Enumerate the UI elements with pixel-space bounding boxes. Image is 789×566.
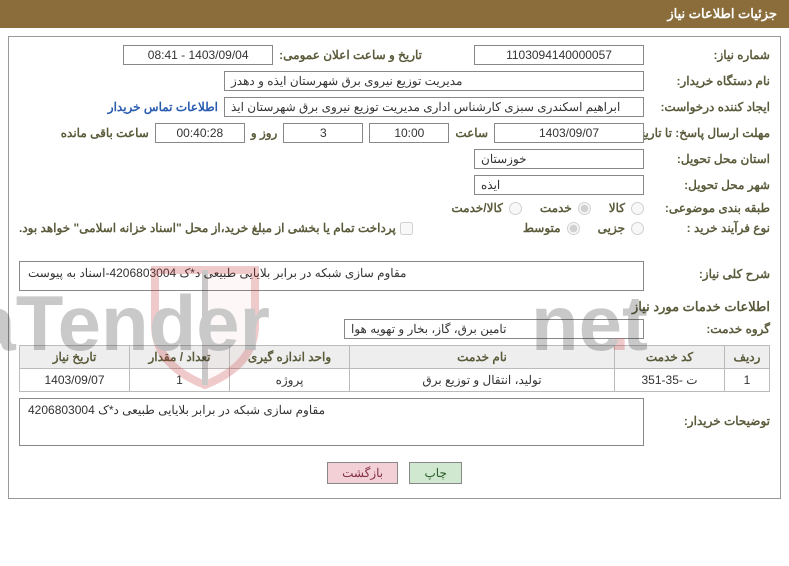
print-button[interactable]: چاپ (409, 462, 461, 484)
radio-service[interactable] (578, 202, 591, 215)
payment-checkbox-wrap: پرداخت تمام یا بخشی از مبلغ خرید،از محل … (19, 221, 413, 235)
row-service-group: گروه خدمت: تامین برق، گاز، بخار و تهویه … (19, 319, 770, 339)
button-row: چاپ بازگشت (19, 452, 770, 498)
payment-checkbox[interactable] (400, 222, 413, 235)
remaining-label: ساعت باقی مانده (61, 126, 149, 140)
announce-field: 1403/09/04 - 08:41 (123, 45, 273, 65)
days-and-label: روز و (251, 126, 278, 140)
row-city: شهر محل تحویل: ایذه (19, 175, 770, 195)
radio-medium[interactable] (567, 222, 580, 235)
category-label: طبقه بندی موضوعی: (650, 201, 770, 215)
td-unit: پروژه (230, 369, 350, 392)
radio-goods-service[interactable] (509, 202, 522, 215)
buyer-org-label: نام دستگاه خریدار: (650, 74, 770, 88)
buyer-notes-label: توضیحات خریدار: (650, 398, 770, 428)
buyer-org-field: مدیریت توزیع نیروی برق شهرستان ایذه و ده… (224, 71, 644, 91)
radio-goods-label: کالا (609, 201, 625, 215)
radio-service-label: خدمت (540, 201, 572, 215)
td-date: 1403/09/07 (20, 369, 130, 392)
deadline-time-field: 10:00 (369, 123, 449, 143)
th-unit: واحد اندازه گیری (230, 346, 350, 369)
page-header: جزئیات اطلاعات نیاز (0, 0, 789, 28)
th-qty: تعداد / مقدار (130, 346, 230, 369)
service-group-label: گروه خدمت: (650, 322, 770, 336)
th-row: ردیف (725, 346, 770, 369)
city-label: شهر محل تحویل: (650, 178, 770, 192)
row-requester: ایجاد کننده درخواست: ابراهیم اسکندری سبز… (19, 97, 770, 117)
requester-label: ایجاد کننده درخواست: (650, 100, 770, 114)
row-deadline: مهلت ارسال پاسخ: تا تاریخ: 1403/09/07 سا… (19, 123, 770, 143)
th-code: کد خدمت (615, 346, 725, 369)
row-process: نوع فرآیند خرید : جزیی متوسط پرداخت تمام… (19, 221, 770, 235)
table-row: 1 ت -35-351 تولید، انتقال و توزیع برق پر… (20, 369, 770, 392)
process-label: نوع فرآیند خرید : (650, 221, 770, 235)
payment-note: پرداخت تمام یا بخشی از مبلغ خرید،از محل … (19, 221, 396, 235)
process-radio-group: جزیی متوسط (509, 221, 644, 235)
details-panel: شماره نیاز: 1103094140000057 تاریخ و ساع… (8, 36, 781, 499)
contact-link[interactable]: اطلاعات تماس خریدار (108, 100, 218, 114)
th-name: نام خدمت (350, 346, 615, 369)
service-group-field: تامین برق، گاز، بخار و تهویه هوا (344, 319, 644, 339)
deadline-label: مهلت ارسال پاسخ: تا تاریخ: (650, 126, 770, 140)
td-qty: 1 (130, 369, 230, 392)
row-summary: شرح کلی نیاز: مقاوم سازی شبکه در برابر ب… (19, 261, 770, 291)
summary-box: مقاوم سازی شبکه در برابر بلایایی طبیعی د… (19, 261, 644, 291)
time-label: ساعت (455, 126, 488, 140)
deadline-date-field: 1403/09/07 (494, 123, 644, 143)
td-name: تولید، انتقال و توزیع برق (350, 369, 615, 392)
radio-medium-label: متوسط (523, 221, 561, 235)
radio-partial[interactable] (631, 222, 644, 235)
category-radio-group: کالا خدمت کالا/خدمت (437, 201, 644, 215)
need-no-field: 1103094140000057 (474, 45, 644, 65)
requester-field: ابراهیم اسکندری سبزی کارشناس اداری مدیری… (224, 97, 644, 117)
radio-partial-label: جزیی (598, 221, 625, 235)
row-buyer-notes: توضیحات خریدار: مقاوم سازی شبکه در برابر… (19, 398, 770, 446)
row-need-number: شماره نیاز: 1103094140000057 تاریخ و ساع… (19, 45, 770, 65)
services-info-title: اطلاعات خدمات مورد نیاز (19, 299, 770, 315)
table-header-row: ردیف کد خدمت نام خدمت واحد اندازه گیری ت… (20, 346, 770, 369)
services-table: ردیف کد خدمت نام خدمت واحد اندازه گیری ت… (19, 345, 770, 392)
back-button[interactable]: بازگشت (327, 462, 398, 484)
th-date: تاریخ نیاز (20, 346, 130, 369)
province-field: خوزستان (474, 149, 644, 169)
row-category: طبقه بندی موضوعی: کالا خدمت کالا/خدمت (19, 201, 770, 215)
city-field: ایذه (474, 175, 644, 195)
province-label: استان محل تحویل: (650, 152, 770, 166)
days-field: 3 (283, 123, 363, 143)
radio-goods-service-label: کالا/خدمت (451, 201, 502, 215)
page-title: جزئیات اطلاعات نیاز (667, 6, 777, 21)
summary-label: شرح کلی نیاز: (650, 261, 770, 281)
row-province: استان محل تحویل: خوزستان (19, 149, 770, 169)
td-row: 1 (725, 369, 770, 392)
buyer-notes-box: مقاوم سازی شبکه در برابر بلایایی طبیعی د… (19, 398, 644, 446)
announce-label: تاریخ و ساعت اعلان عمومی: (279, 48, 422, 62)
countdown-field: 00:40:28 (155, 123, 245, 143)
td-code: ت -35-351 (615, 369, 725, 392)
need-no-label: شماره نیاز: (650, 48, 770, 62)
row-buyer-org: نام دستگاه خریدار: مدیریت توزیع نیروی بر… (19, 71, 770, 91)
radio-goods[interactable] (631, 202, 644, 215)
